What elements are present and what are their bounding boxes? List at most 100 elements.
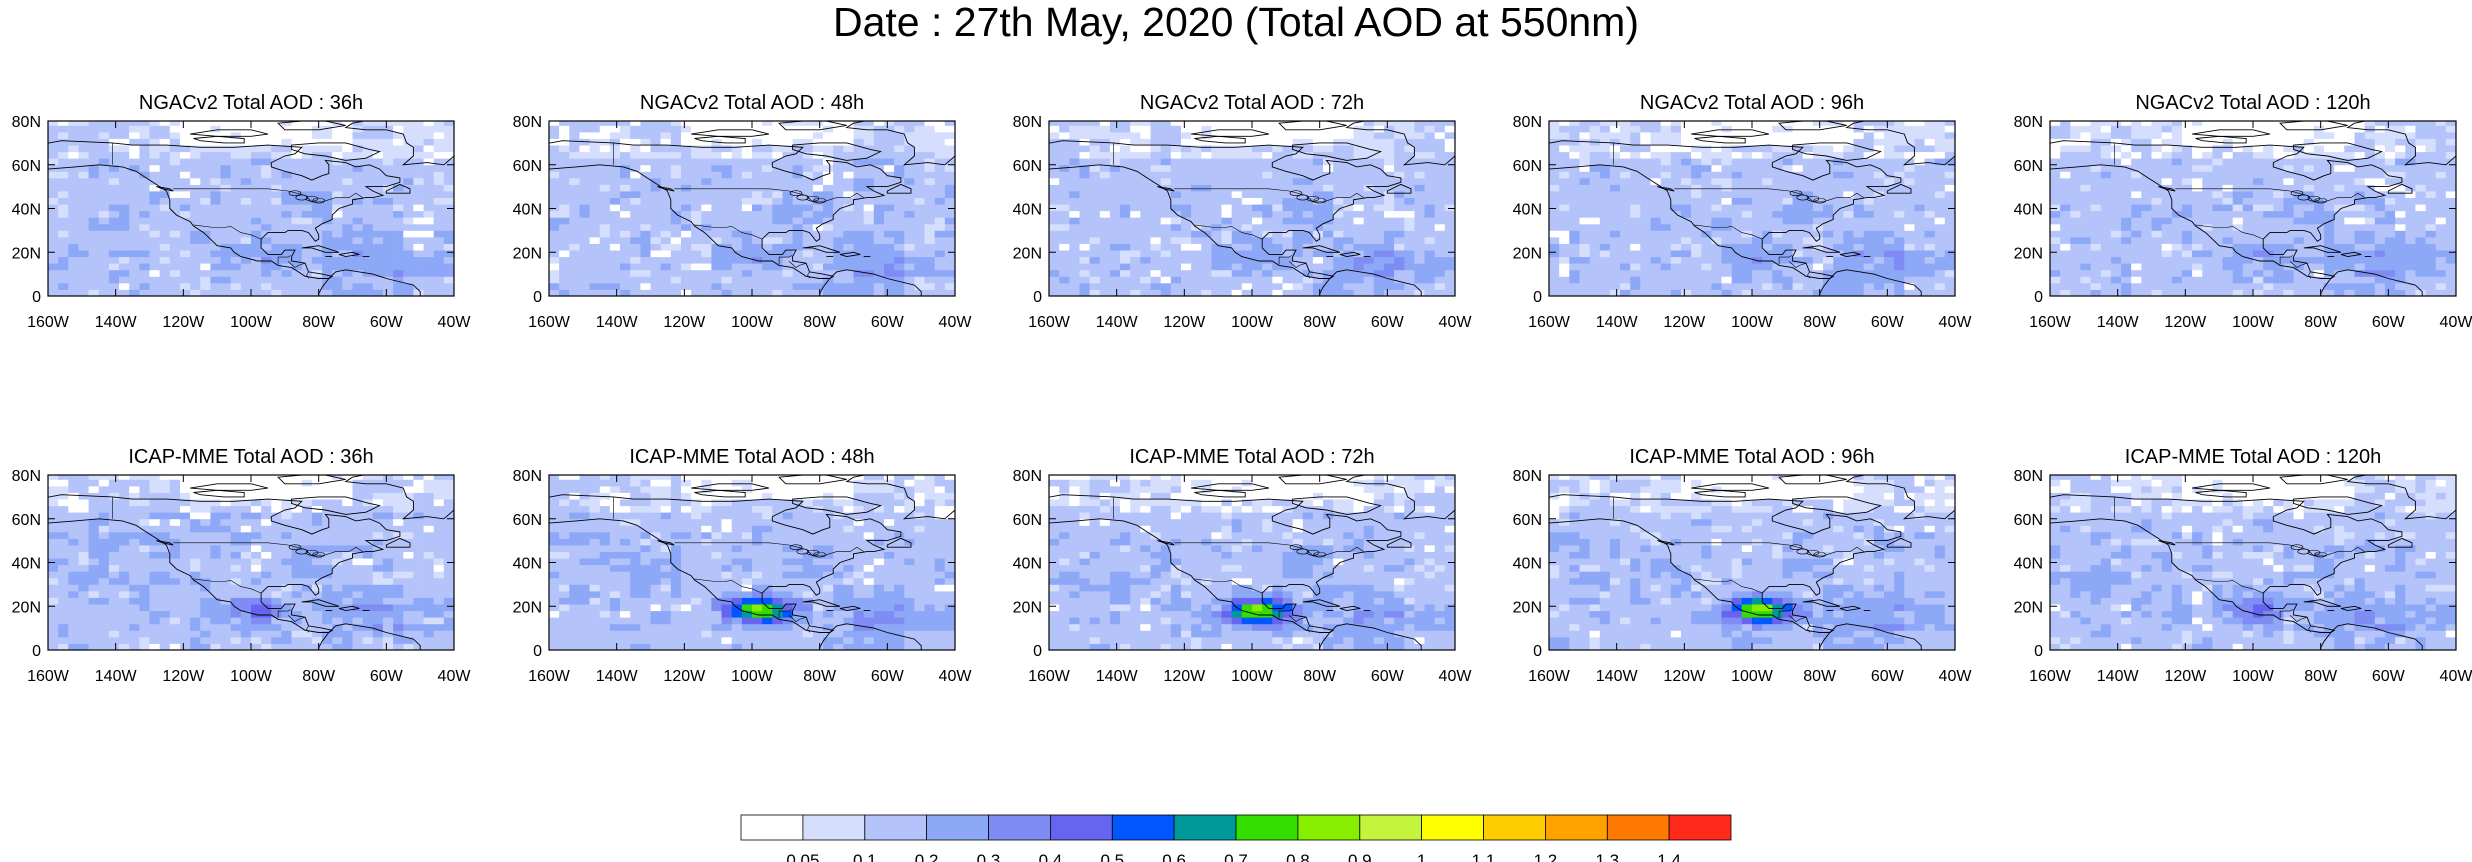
aod-cell — [372, 217, 384, 225]
aod-cell — [1252, 191, 1263, 198]
aod-cell — [1843, 158, 1854, 166]
aod-cell — [701, 158, 712, 166]
aod-cell — [721, 151, 733, 159]
aod-cell — [589, 164, 601, 172]
aod-cell — [630, 282, 641, 290]
aod-cell — [180, 282, 191, 290]
aod-cell — [1373, 263, 1385, 271]
aod-cell — [98, 151, 110, 159]
aod-cell — [2070, 164, 2081, 172]
aod-cell — [731, 177, 743, 185]
aod-cell — [1343, 138, 1354, 146]
aod-cell — [1069, 164, 1080, 172]
aod-cell — [1609, 269, 1621, 277]
aod-cell — [48, 121, 59, 126]
aod-cell — [190, 164, 201, 172]
coastline — [193, 135, 245, 144]
aod-cell — [833, 164, 844, 172]
aod-cell — [650, 223, 661, 231]
aod-cell — [863, 289, 875, 296]
aod-cell — [393, 276, 404, 284]
aod-cell — [1670, 164, 1682, 172]
aod-cell — [873, 269, 885, 277]
aod-cell — [1201, 184, 1212, 192]
aod-cell — [1579, 164, 1590, 172]
aod-cell — [823, 263, 834, 271]
aod-cell — [413, 184, 424, 192]
aod-cell — [650, 184, 661, 192]
aod-cell — [1404, 230, 1415, 238]
aod-cell — [670, 276, 682, 284]
border-line — [306, 271, 310, 279]
aod-cell — [443, 171, 454, 179]
aod-cell — [1884, 151, 1895, 159]
aod-cell — [721, 276, 733, 284]
aod-cell — [261, 164, 272, 172]
aod-cell — [904, 125, 915, 133]
aod-cell — [853, 282, 865, 290]
x-tick-label: 120W — [1663, 314, 1706, 331]
aod-cell — [1721, 204, 1733, 212]
aod-cell — [311, 204, 323, 212]
coastline — [1549, 140, 1902, 279]
aod-cell — [1444, 177, 1455, 185]
aod-cell — [681, 230, 692, 238]
aod-cell — [159, 250, 171, 258]
aod-cell — [1343, 125, 1354, 133]
aod-cell — [1049, 145, 1060, 153]
aod-cell — [68, 276, 79, 284]
aod-cell — [1843, 223, 1854, 231]
aod-cell — [904, 263, 915, 271]
aod-cell — [1752, 121, 1763, 126]
x-tick-label: 80W — [1803, 314, 1837, 331]
aod-cell — [220, 217, 232, 225]
aod-cell — [382, 256, 394, 264]
aod-cell — [1559, 197, 1570, 205]
aod-cell — [1884, 210, 1895, 218]
aod-cell — [1731, 145, 1743, 153]
aod-cell — [944, 289, 955, 296]
aod-cell — [291, 269, 303, 277]
aod-cell — [1069, 289, 1080, 296]
aod-cell — [2100, 210, 2112, 218]
aod-cell — [1772, 184, 1783, 192]
aod-cell — [1170, 191, 1182, 198]
aod-cell — [2161, 263, 2173, 271]
aod-cell — [873, 131, 885, 139]
aod-cell — [1201, 223, 1212, 231]
aod-cell — [301, 151, 313, 159]
aod-cell — [1650, 204, 1662, 212]
aod-cell — [1843, 145, 1854, 153]
aod-cell — [1772, 210, 1783, 218]
aod-cell — [1721, 164, 1733, 172]
aod-cell — [220, 250, 232, 258]
aod-cell — [1363, 236, 1375, 244]
aod-cell — [159, 269, 171, 277]
aod-cell — [342, 263, 353, 271]
aod-cell — [58, 138, 69, 146]
aod-cell — [1792, 138, 1804, 146]
aod-cell — [1282, 171, 1293, 179]
lake-outline — [1806, 195, 1820, 202]
aod-cell — [741, 256, 753, 264]
aod-cell — [169, 256, 181, 264]
aod-cell — [58, 269, 69, 277]
aod-cell — [670, 282, 682, 290]
aod-cell — [1394, 230, 1405, 238]
aod-cell — [1873, 256, 1885, 264]
aod-cell — [721, 282, 733, 290]
aod-cell — [559, 256, 570, 264]
aod-cell — [139, 250, 150, 258]
aod-cell — [1140, 243, 1151, 251]
aod-cell — [640, 145, 651, 153]
aod-cell — [1792, 230, 1804, 238]
aod-cell — [423, 282, 435, 290]
aod-cell — [914, 236, 925, 244]
aod-cell — [1650, 197, 1662, 205]
aod-cell — [2151, 256, 2163, 264]
aod-cell — [180, 191, 191, 198]
aod-cell — [670, 184, 682, 192]
aod-cell — [1731, 151, 1743, 159]
aod-cell — [1282, 256, 1293, 264]
aod-cell — [1873, 289, 1885, 296]
